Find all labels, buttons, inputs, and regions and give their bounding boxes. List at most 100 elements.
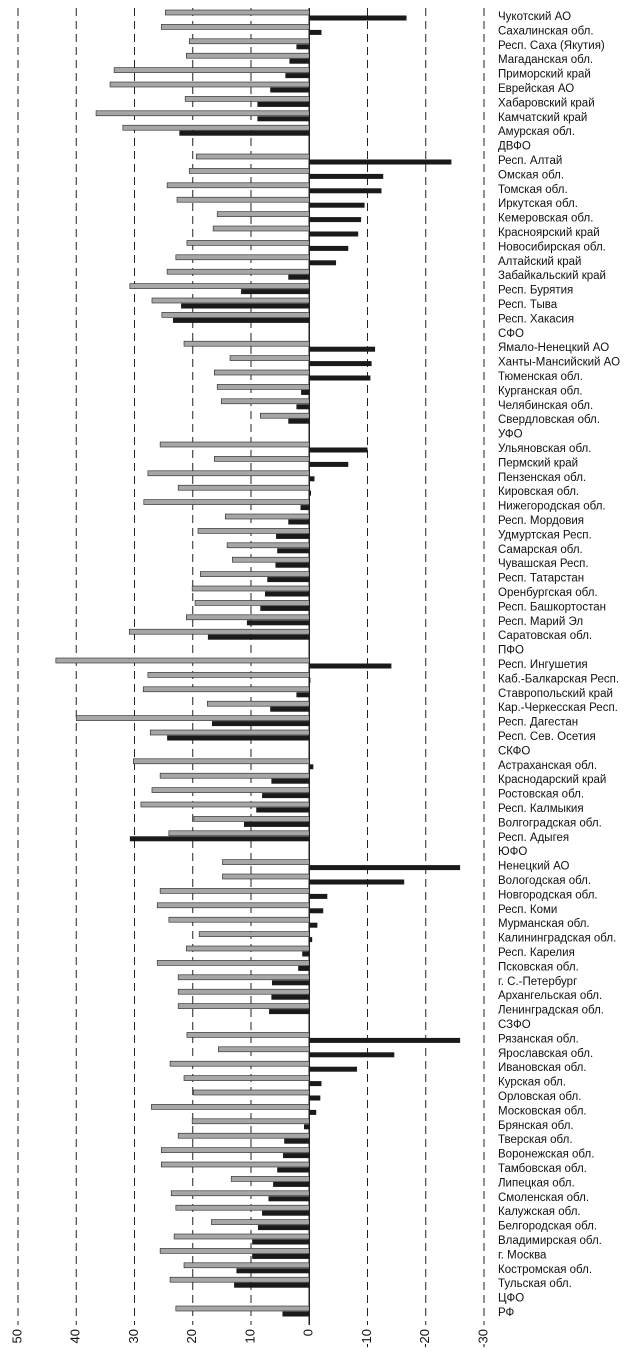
- category-label: Белгородская обл.: [498, 1221, 597, 1233]
- category-label: Кемеровская обл.: [498, 213, 593, 225]
- bar: [300, 505, 310, 511]
- category-label: Респ. Алтай: [498, 155, 562, 167]
- bar: [309, 1037, 461, 1043]
- bar: [170, 1190, 310, 1197]
- category-label: Новгородская обл.: [498, 889, 598, 901]
- category-label: Вологодская обл.: [498, 875, 591, 887]
- bar: [257, 116, 310, 122]
- bar: [95, 110, 310, 117]
- category-label: Респ. Ингушетия: [498, 659, 588, 671]
- bar: [282, 1311, 310, 1317]
- category-label: Оренбургская обл.: [498, 587, 598, 599]
- bar: [309, 159, 452, 165]
- bar: [156, 960, 310, 966]
- bar: [262, 1210, 310, 1216]
- bar: [166, 268, 310, 275]
- category-label: Ханты-Мансийский АО: [498, 357, 620, 369]
- category-label: Пермский край: [498, 457, 578, 469]
- bar: [169, 1276, 310, 1283]
- bar: [175, 1305, 310, 1312]
- bar: [271, 778, 310, 784]
- category-label: Тверская обл.: [498, 1134, 573, 1146]
- bar: [176, 196, 310, 203]
- category-label: Ульяновская обл.: [498, 443, 591, 455]
- bar: [246, 620, 310, 626]
- category-label: Архангельская обл.: [498, 990, 602, 1002]
- category-label: Курганская обл.: [498, 385, 583, 397]
- bar: [222, 859, 310, 865]
- category-label: Ленинградская обл.: [498, 1005, 604, 1017]
- bar: [75, 715, 310, 721]
- x-tick-label: -30: [475, 1329, 490, 1348]
- bar: [140, 801, 310, 808]
- category-label: Респ. Калмыкия: [498, 803, 584, 815]
- bar: [226, 542, 310, 549]
- bar: [284, 1138, 310, 1144]
- category-label: Ярославская обл.: [498, 1048, 593, 1060]
- bar: [309, 188, 382, 194]
- category-label: Респ. Бурятия: [498, 285, 573, 297]
- category-label: Астраханская обл.: [498, 760, 597, 772]
- bar: [159, 1248, 310, 1254]
- bar: [216, 384, 310, 390]
- bar: [309, 231, 359, 237]
- bar: [183, 340, 310, 347]
- bar: [309, 29, 322, 35]
- bar: [198, 931, 310, 937]
- bar: [129, 836, 310, 842]
- bar: [298, 965, 310, 971]
- category-label: РФ: [498, 1307, 515, 1319]
- bar: [175, 254, 310, 261]
- bar: [216, 211, 310, 217]
- bar: [309, 879, 405, 885]
- bar: [309, 1066, 358, 1072]
- bar: [193, 816, 310, 822]
- category-label: Красноярский край: [498, 227, 600, 239]
- category-label: Свердловская обл.: [498, 414, 600, 426]
- category-label: Респ. Хакасия: [498, 313, 574, 325]
- bar: [195, 153, 310, 160]
- bar: [211, 1219, 310, 1225]
- bar: [177, 1003, 310, 1009]
- bar: [160, 1161, 310, 1168]
- bar: [175, 1204, 310, 1211]
- category-label: Респ. Адыгея: [498, 832, 569, 844]
- bar: [309, 490, 311, 496]
- bar: [220, 398, 310, 405]
- bar: [296, 692, 310, 698]
- bar: [309, 361, 372, 367]
- bar: [129, 283, 310, 289]
- bar: [269, 1009, 310, 1015]
- bar: [309, 764, 314, 770]
- category-label: Костромская обл.: [498, 1264, 592, 1276]
- bar: [309, 1081, 322, 1087]
- bar: [309, 15, 407, 21]
- category-label: Ямало-Ненецкий АО: [498, 342, 609, 354]
- category-label: Мурманская обл.: [498, 918, 590, 930]
- bar: [177, 484, 310, 491]
- bar: [309, 260, 337, 266]
- bar: [160, 1147, 310, 1153]
- category-label: Смоленская обл.: [498, 1192, 589, 1204]
- category-label: Ненецкий АО: [498, 861, 570, 873]
- bar: [159, 888, 310, 894]
- bar: [232, 556, 310, 563]
- category-label: Чувашская Респ.: [498, 558, 589, 570]
- bar: [288, 418, 310, 424]
- bar: [200, 571, 310, 577]
- bar: [149, 729, 310, 736]
- bar: [309, 937, 313, 943]
- category-label: Приморский край: [498, 69, 591, 81]
- bar: [168, 830, 310, 837]
- bar: [191, 1118, 310, 1125]
- category-label: Сахалинская обл.: [498, 25, 594, 37]
- bar: [252, 1253, 310, 1259]
- bar: [184, 96, 310, 102]
- bar: [177, 1132, 310, 1139]
- category-label: Амурская обл.: [498, 126, 575, 138]
- bar: [309, 217, 362, 223]
- category-label: Еврейская АО: [498, 83, 574, 95]
- category-label: Волгоградская обл.: [498, 817, 602, 829]
- bar: [159, 772, 310, 779]
